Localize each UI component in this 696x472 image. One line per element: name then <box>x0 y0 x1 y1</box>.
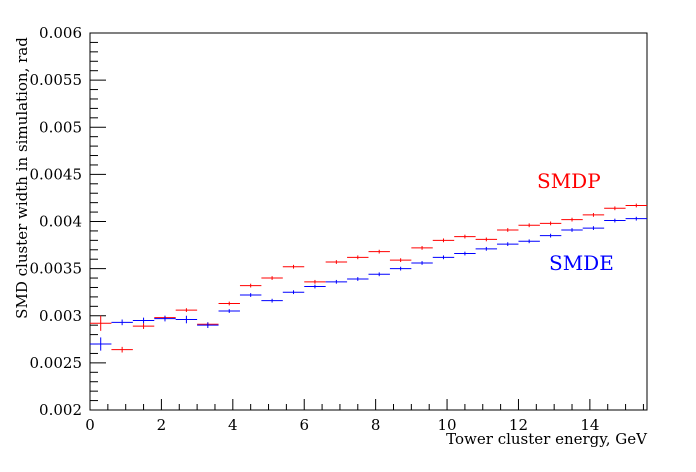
data-point <box>347 255 369 260</box>
y-tick-label: 0.0055 <box>30 71 83 89</box>
data-point <box>475 237 498 242</box>
data-point <box>347 277 369 281</box>
data-point <box>432 255 455 260</box>
data-point <box>625 216 647 221</box>
data-point <box>132 323 155 329</box>
data-point <box>325 260 348 264</box>
data-point <box>175 308 198 312</box>
x-tick-label: 10 <box>438 416 457 434</box>
data-point <box>411 261 433 265</box>
data-point <box>539 233 562 238</box>
data-point <box>90 315 112 331</box>
y-tick-label: 0.003 <box>39 307 82 325</box>
data-point <box>582 226 605 230</box>
y-tick-label: 0.0035 <box>30 260 83 278</box>
data-point <box>475 246 498 251</box>
x-tick-label: 12 <box>509 416 528 434</box>
data-point <box>282 290 305 295</box>
data-point <box>561 217 583 222</box>
data-point <box>90 337 112 351</box>
data-point <box>218 301 240 306</box>
data-point <box>111 346 133 353</box>
data-point <box>304 284 326 289</box>
data-point <box>111 319 133 326</box>
data-series <box>90 203 647 353</box>
x-tick-label: 14 <box>580 416 599 434</box>
data-point <box>539 221 562 226</box>
y-axis-ticks: 0.002 0.0025 0.003 0.0035 0.004 0.0045 0.005 0.… <box>30 24 106 419</box>
data-point <box>282 264 305 269</box>
data-point <box>132 317 155 324</box>
data-point <box>304 279 326 284</box>
data-point <box>625 203 647 208</box>
data-point <box>218 309 240 313</box>
plot-frame <box>89 32 648 411</box>
y-axis-title: SMD cluster width in simulation, rad <box>13 37 31 319</box>
y-tick-label: 0.0025 <box>30 354 83 372</box>
data-point <box>239 283 262 288</box>
data-point <box>239 293 262 297</box>
data-point <box>154 315 176 322</box>
data-point <box>175 315 198 324</box>
data-point <box>261 298 283 303</box>
data-point <box>389 258 412 263</box>
series-smdp <box>90 203 647 353</box>
data-point <box>368 249 390 254</box>
data-point <box>582 213 605 217</box>
x-axis-title: Tower cluster energy, GeV <box>446 430 648 448</box>
data-point <box>454 251 476 256</box>
data-point <box>561 228 583 232</box>
y-tick-label: 0.002 <box>39 401 82 419</box>
data-point <box>604 206 626 211</box>
x-tick-label: 4 <box>228 416 238 434</box>
data-point <box>432 238 455 243</box>
data-point <box>411 246 433 250</box>
x-tick-label: 2 <box>157 416 167 434</box>
data-point <box>604 218 626 223</box>
data-point <box>389 266 412 271</box>
series-smde <box>90 216 647 351</box>
data-point <box>497 242 519 247</box>
data-point <box>325 279 348 284</box>
y-tick-label: 0.006 <box>39 24 82 42</box>
legend-label-smdp: SMDP <box>537 169 601 193</box>
data-point <box>454 234 476 239</box>
data-point <box>197 322 219 329</box>
x-tick-label: 8 <box>371 416 381 434</box>
y-tick-label: 0.0045 <box>30 165 83 183</box>
x-tick-label: 0 <box>85 416 95 434</box>
data-point <box>497 228 519 232</box>
y-tick-label: 0.004 <box>39 213 82 231</box>
x-tick-label: 6 <box>299 416 309 434</box>
data-point <box>368 272 390 277</box>
legend-label-smde: SMDE <box>549 251 614 275</box>
y-tick-label: 0.005 <box>39 118 82 136</box>
data-point <box>261 276 283 280</box>
data-point <box>518 239 540 244</box>
x-axis-ticks: 0 2 4 6 8 10 12 14 <box>85 399 644 434</box>
data-point <box>518 223 540 228</box>
